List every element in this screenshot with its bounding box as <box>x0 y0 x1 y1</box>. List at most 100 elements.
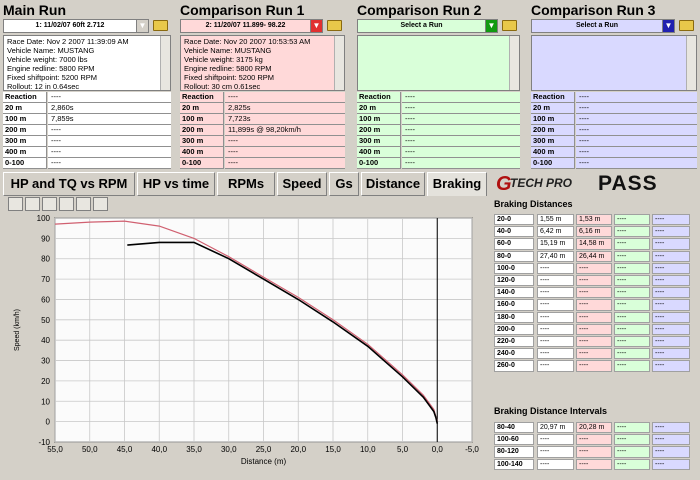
table-value-cell: ---- <box>576 103 697 114</box>
speed-line <box>127 241 439 424</box>
row-cell: ---- <box>614 262 650 274</box>
tab[interactable]: HP and TQ vs RPM <box>3 172 135 196</box>
table-label-cell: 20 m <box>180 103 224 114</box>
toolbar-button[interactable] <box>59 197 74 211</box>
row-cell: ---- <box>576 360 612 372</box>
tab[interactable]: Braking <box>427 172 487 196</box>
toolbar-button[interactable] <box>25 197 40 211</box>
table-label-cell: 200 m <box>531 125 575 136</box>
row-cell: ---- <box>537 446 574 458</box>
row-cell: ---- <box>614 458 650 470</box>
y-tick-label: 100 <box>37 214 51 223</box>
tab[interactable]: Gs <box>329 172 359 196</box>
dropdown-arrow: ▼ <box>662 20 674 32</box>
table-label-cell: Reaction <box>357 92 401 103</box>
row-cell: ---- <box>576 299 612 311</box>
x-axis-label: Distance (m) <box>241 457 287 466</box>
table-label-cell: 400 m <box>531 147 575 158</box>
table-value-cell: 2,825s <box>225 103 345 114</box>
row-cell: ---- <box>652 360 690 372</box>
tab[interactable]: Speed <box>277 172 327 196</box>
table-label-cell: 200 m <box>180 125 224 136</box>
info-line: Rollout: 30 cm 0.61sec <box>184 82 261 91</box>
row-cell: ---- <box>652 226 690 238</box>
row-cell: ---- <box>537 311 574 323</box>
row-cell: ---- <box>614 422 650 434</box>
tab[interactable]: Distance <box>361 172 425 196</box>
run-title: Main Run <box>3 2 66 18</box>
row-cell: ---- <box>537 275 574 287</box>
row-cell: ---- <box>537 323 574 335</box>
row-cell: ---- <box>614 238 650 250</box>
table-value-cell: ---- <box>48 125 171 136</box>
row-label: 100-60 <box>494 434 534 446</box>
row-cell: ---- <box>652 336 690 348</box>
info-line: Fixed shiftpoint: 5200 RPM <box>7 73 98 82</box>
y-tick-label: 60 <box>41 295 50 304</box>
toolbar-button[interactable] <box>8 197 23 211</box>
row-cell: 1,53 m <box>576 214 612 226</box>
tab[interactable]: RPMs <box>217 172 275 196</box>
table-label-cell: 0-100 <box>357 158 401 169</box>
table-value-cell: 11,899s @ 98,20km/h <box>225 125 345 136</box>
row-label: 80-120 <box>494 446 534 458</box>
tab[interactable]: HP vs time <box>137 172 215 196</box>
toolbar-button[interactable] <box>42 197 57 211</box>
table-value-cell: 7,859s <box>48 114 171 125</box>
run-selector[interactable]: Select a Run ▼ <box>357 19 498 33</box>
toolbar-button[interactable] <box>93 197 108 211</box>
row-cell: ---- <box>576 323 612 335</box>
folder-icon[interactable] <box>153 20 168 31</box>
table-label-cell: 400 m <box>3 147 47 158</box>
table-label-cell: 0-100 <box>531 158 575 169</box>
y-tick-label: 20 <box>41 377 50 386</box>
run-selector[interactable]: 1: 11/02/07 60ft 2.712 ▼ <box>3 19 149 33</box>
logo-name: TECH PRO <box>510 176 573 190</box>
run-info: Race Date: Nov 20 2007 10:53:53 AM Vehicl… <box>180 35 345 91</box>
table-value-cell: ---- <box>402 158 520 169</box>
folder-icon[interactable] <box>327 20 342 31</box>
run-info: Race Date: Nov 2 2007 11:39:09 AM Vehicle… <box>3 35 171 91</box>
table-label-cell: Reaction <box>531 92 575 103</box>
row-label: 220-0 <box>494 336 534 348</box>
table-value-cell: ---- <box>48 136 171 147</box>
y-tick-label: 40 <box>41 336 50 345</box>
x-tick-label: 25,0 <box>256 445 272 454</box>
y-tick-label: 70 <box>41 275 50 284</box>
row-cell: ---- <box>614 348 650 360</box>
table-value-cell: ---- <box>225 136 345 147</box>
folder-icon[interactable] <box>679 20 694 31</box>
table-value-cell: ---- <box>576 114 697 125</box>
folder-icon[interactable] <box>502 20 517 31</box>
run-title: Comparison Run 2 <box>357 2 482 18</box>
row-cell: ---- <box>576 287 612 299</box>
row-label: 260-0 <box>494 360 534 372</box>
table-value-cell: ---- <box>48 92 171 103</box>
run-selector-text: Select a Run <box>400 22 443 29</box>
x-tick-label: 50,0 <box>82 445 98 454</box>
run-title: Comparison Run 3 <box>531 2 656 18</box>
info-line: Engine redline: 5800 RPM <box>184 64 272 73</box>
info-line: Engine redline: 5800 RPM <box>7 64 95 73</box>
row-cell: 14,58 m <box>576 238 612 250</box>
row-cell: 6,42 m <box>537 226 574 238</box>
x-tick-label: 40,0 <box>151 445 167 454</box>
row-cell: ---- <box>652 348 690 360</box>
row-label: 140-0 <box>494 287 534 299</box>
y-tick-label: 90 <box>41 234 50 243</box>
scrollbar <box>160 36 170 90</box>
row-label: 40-0 <box>494 226 534 238</box>
dropdown-arrow: ▼ <box>485 20 497 32</box>
run-selector[interactable]: 2: 11/20/07 11.899- 98.22 ▼ <box>180 19 323 33</box>
table-value-cell: ---- <box>402 147 520 158</box>
run-selector[interactable]: Select a Run ▼ <box>531 19 675 33</box>
row-label: 60-0 <box>494 238 534 250</box>
table-value-cell: ---- <box>48 158 171 169</box>
row-cell: ---- <box>576 275 612 287</box>
toolbar-button[interactable] <box>76 197 91 211</box>
table-label-cell: 300 m <box>180 136 224 147</box>
row-cell: ---- <box>652 275 690 287</box>
row-cell: ---- <box>537 287 574 299</box>
table-value-cell: ---- <box>576 158 697 169</box>
row-label: 240-0 <box>494 348 534 360</box>
